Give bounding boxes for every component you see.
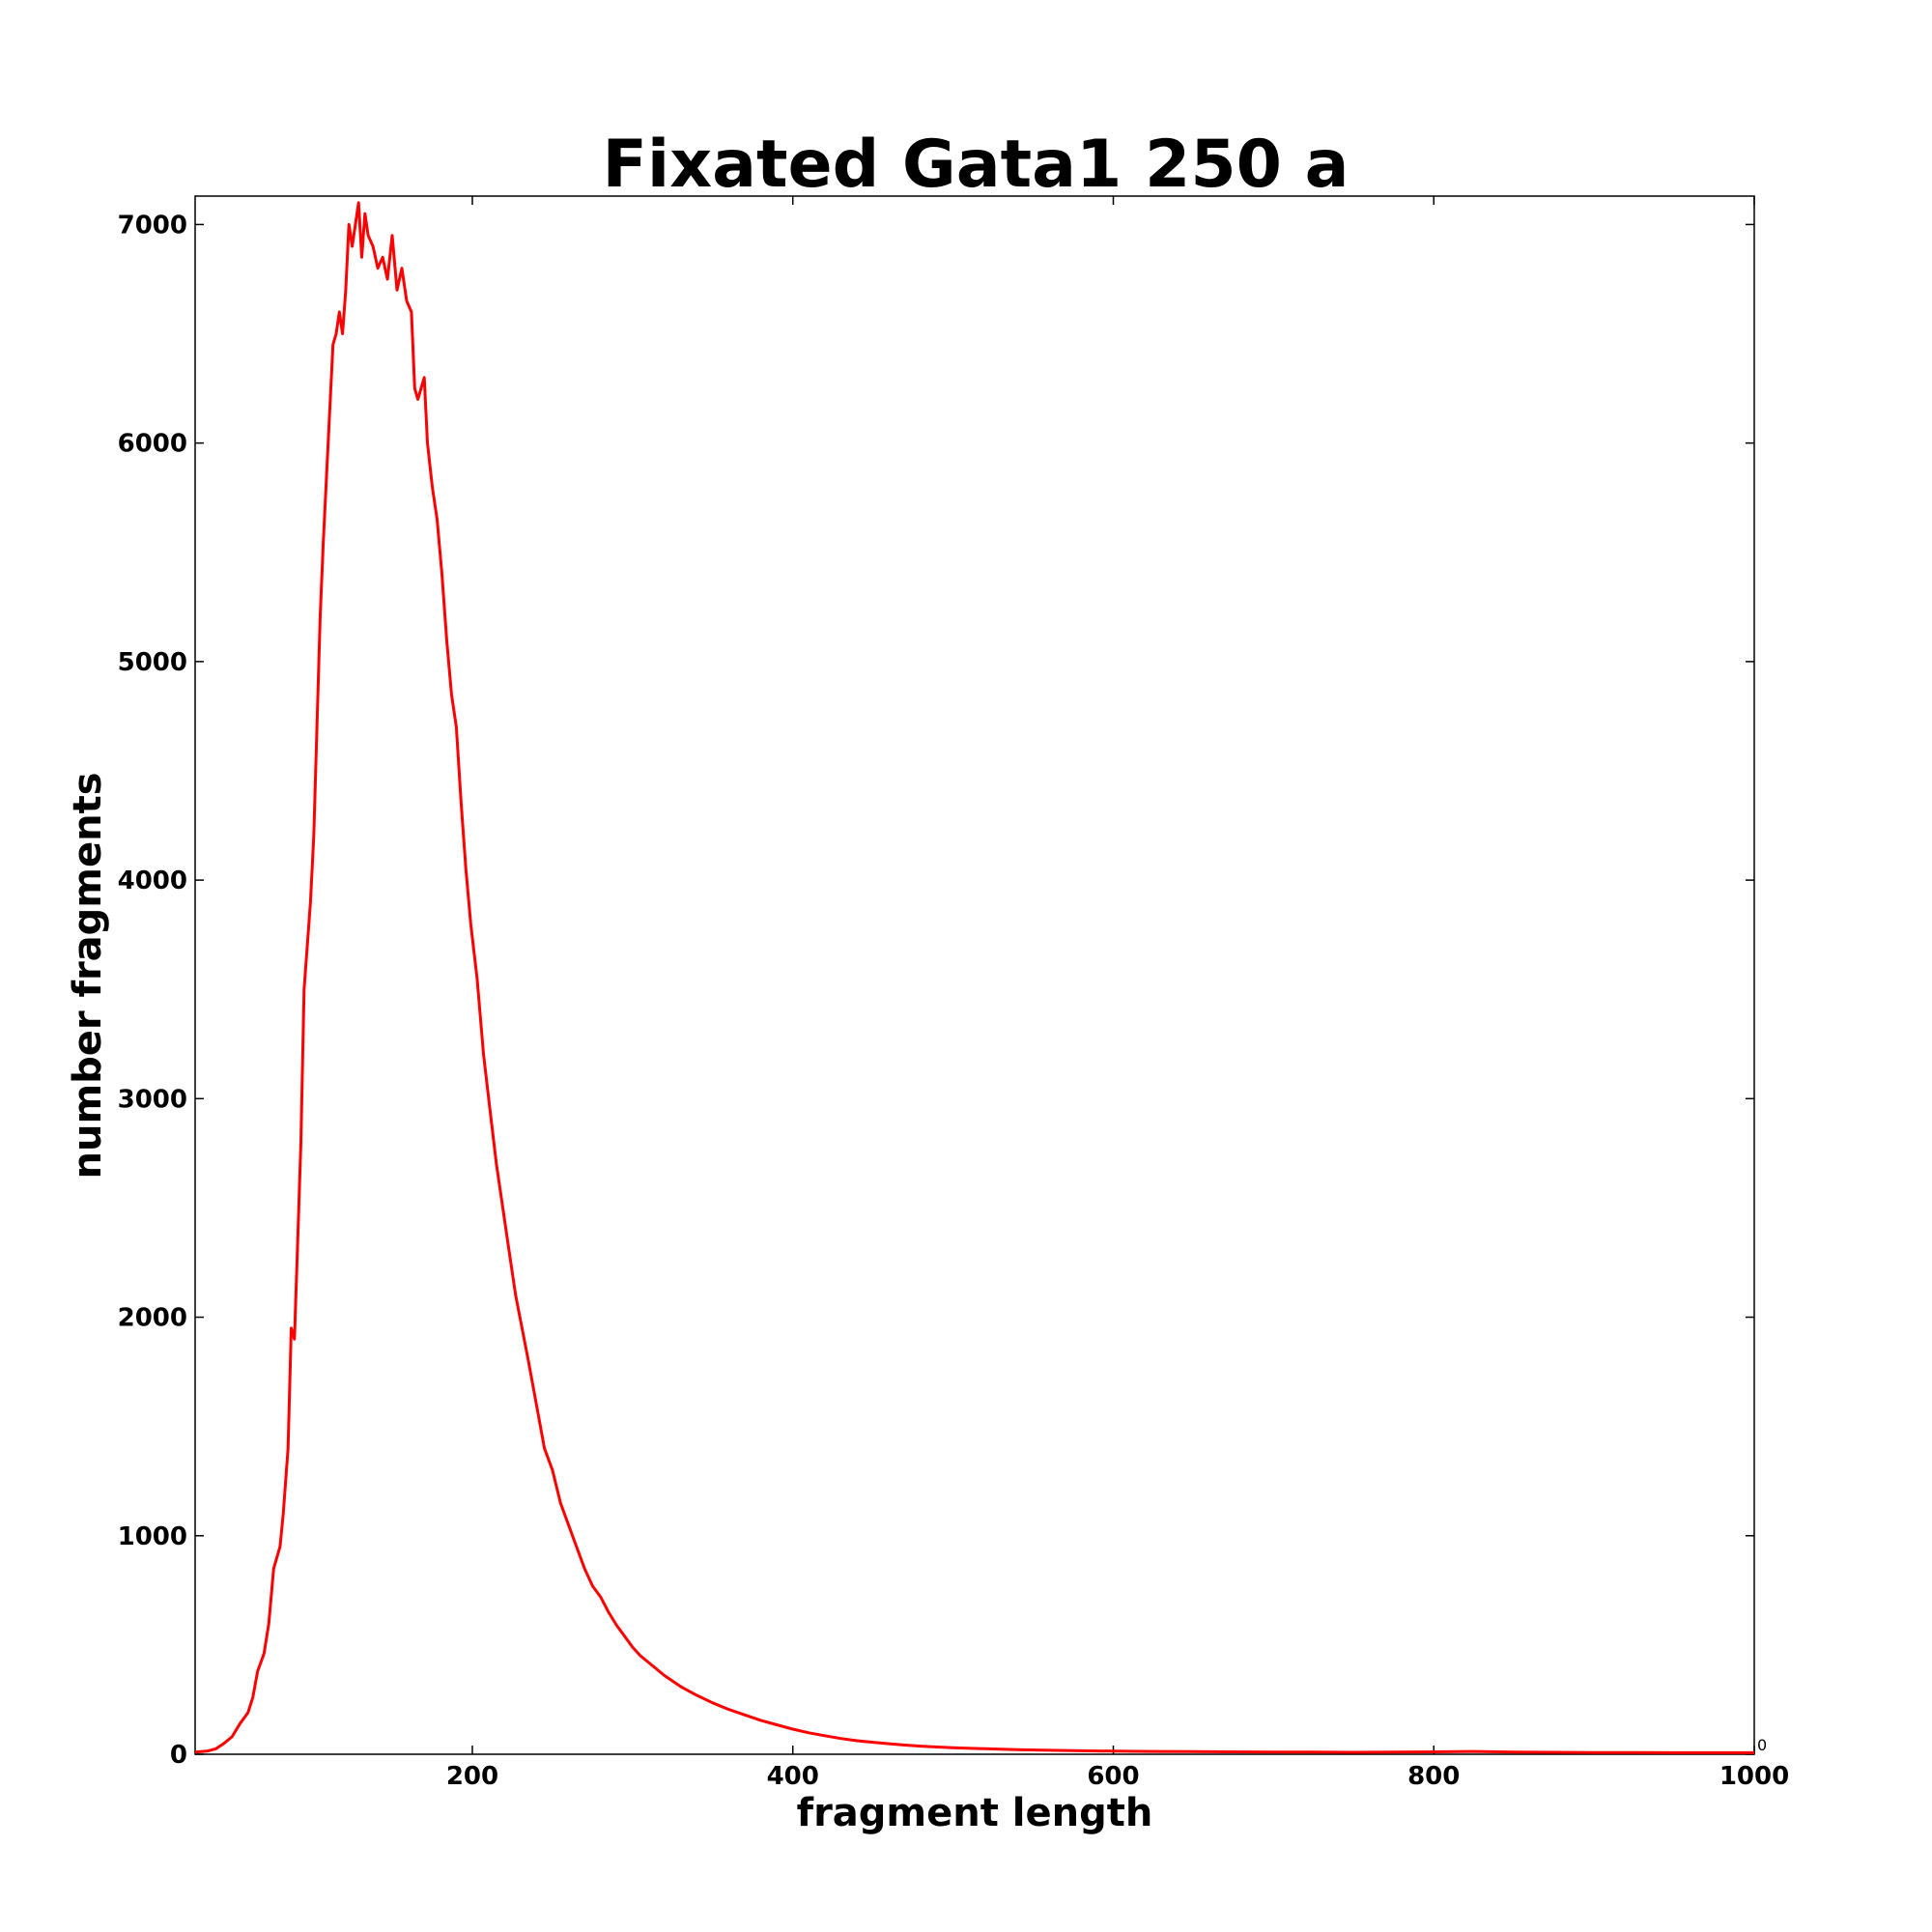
chart-title: Fixated Gata1 250 a <box>602 127 1349 203</box>
y-tick-label: 5000 <box>118 648 187 677</box>
corner-zero-label: 0 <box>1757 1736 1767 1754</box>
y-tick-label: 6000 <box>118 430 187 459</box>
y-axis-label: number fragments <box>66 772 110 1179</box>
y-tick-label: 0 <box>170 1741 187 1770</box>
x-tick-label: 200 <box>446 1762 498 1791</box>
x-tick-label: 400 <box>767 1762 819 1791</box>
x-tick-label: 600 <box>1087 1762 1139 1791</box>
y-tick-label: 4000 <box>118 867 187 895</box>
y-tick-label: 1000 <box>118 1522 187 1551</box>
y-tick-label: 7000 <box>118 211 187 240</box>
plot-frame <box>194 195 1755 1755</box>
series-line-fragment-count <box>194 201 1754 1754</box>
y-tick-label: 2000 <box>118 1304 187 1333</box>
x-axis-label: fragment length <box>797 1791 1153 1835</box>
x-tick-label: 1000 <box>1719 1762 1789 1791</box>
y-tick-label: 3000 <box>118 1085 187 1114</box>
x-tick-label: 800 <box>1407 1762 1460 1791</box>
axis-ticks: 200 400 600 800 1000 0 1000 2000 3000 4000 5000 600… <box>118 196 1789 1791</box>
